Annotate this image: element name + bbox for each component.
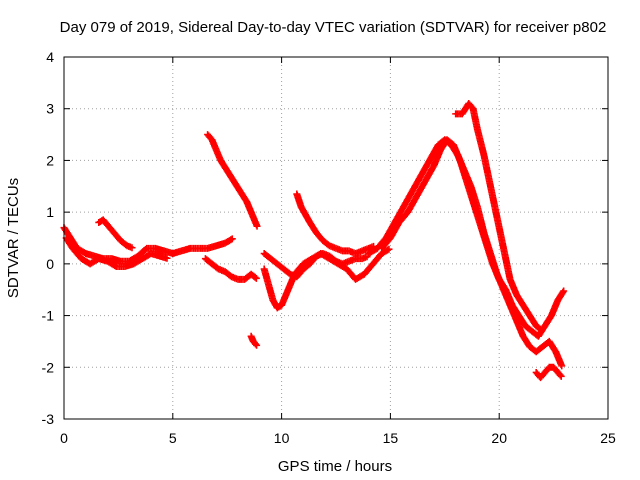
series-track-7 (260, 245, 393, 312)
series-track-9 (293, 190, 378, 258)
plot-frame (63, 56, 609, 420)
y-tick-label: -1 (42, 308, 55, 324)
data-point (251, 273, 259, 281)
data-point (383, 246, 391, 254)
data-point (228, 235, 236, 243)
series-track-2 (62, 234, 171, 270)
data-point (537, 326, 545, 334)
x-tick-label: 25 (600, 430, 616, 446)
y-tick-label: 2 (46, 152, 54, 168)
grid-lines (64, 57, 608, 419)
data-point (227, 236, 235, 244)
data-point (385, 245, 393, 253)
series-track-11 (378, 136, 568, 340)
data-point (560, 287, 568, 295)
y-tick-label: 3 (46, 101, 54, 117)
data-point (253, 341, 261, 349)
data-point (128, 244, 136, 252)
data-point (559, 288, 567, 296)
series-track-5 (247, 332, 261, 349)
data-point (111, 262, 119, 270)
data-point (536, 325, 544, 333)
x-tick-label: 5 (169, 430, 177, 446)
y-tick-label: 1 (46, 204, 54, 220)
y-tick-label: 4 (46, 49, 54, 65)
y-axis-ticks: -3 -2 -1 0 1 2 3 4 (42, 49, 608, 427)
data-point (163, 254, 171, 262)
data-point (251, 340, 259, 348)
series-track-12 (452, 100, 545, 334)
y-axis-label: SDTVAR / TECUs (5, 178, 22, 298)
y-tick-label: -3 (42, 411, 55, 427)
data-point (556, 371, 564, 379)
data-point (558, 362, 566, 370)
series-track-3 (95, 216, 136, 252)
y-tick-label: 0 (46, 256, 54, 272)
series-track-4 (204, 131, 261, 230)
data-point (253, 222, 261, 230)
x-tick-label: 15 (383, 430, 399, 446)
x-tick-label: 0 (60, 430, 68, 446)
x-tick-label: 10 (274, 430, 290, 446)
chart-title: Day 079 of 2019, Sidereal Day-to-day VTE… (60, 19, 607, 36)
data-point (252, 274, 260, 282)
data-point (557, 372, 565, 380)
series-track-13 (532, 363, 565, 382)
series-track-8 (260, 250, 371, 281)
x-tick-label: 20 (491, 430, 507, 446)
y-tick-label: -2 (42, 359, 55, 375)
x-axis-ticks: 0 5 10 15 20 25 (60, 57, 616, 446)
series-track-6 (201, 255, 260, 283)
data-points (60, 100, 568, 382)
x-axis-label: GPS time / hours (278, 458, 392, 475)
